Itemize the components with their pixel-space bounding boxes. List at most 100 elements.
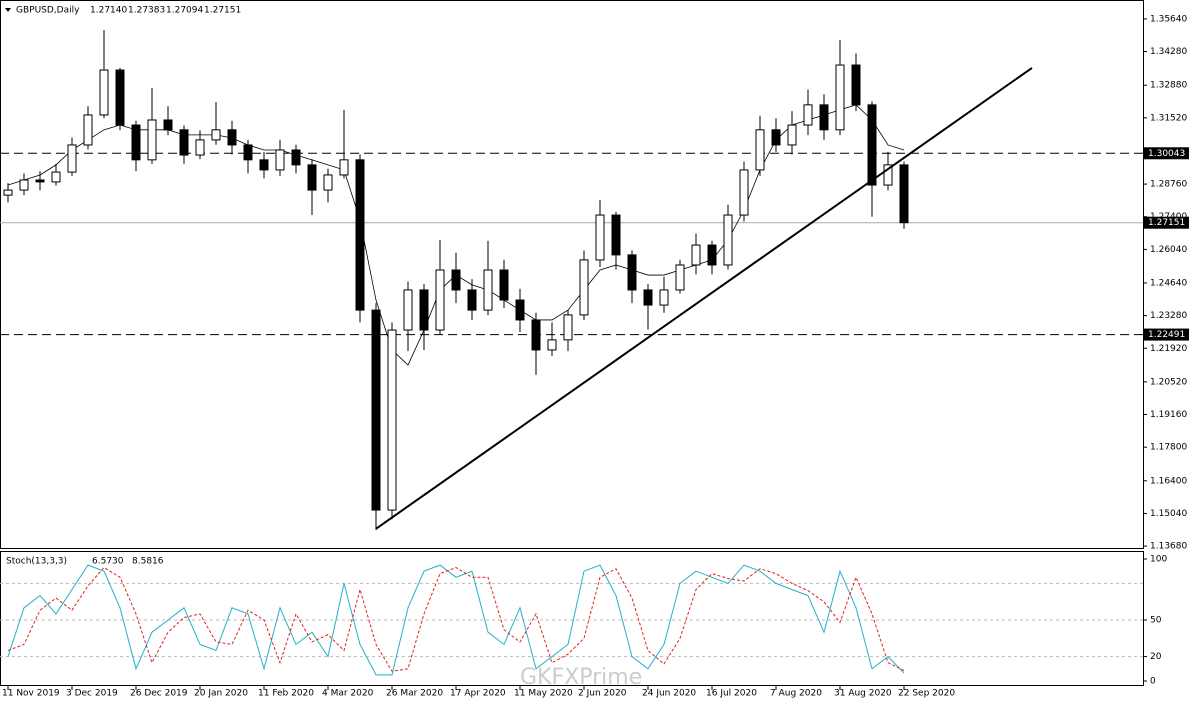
moving-average bbox=[7, 104, 905, 366]
x-tick-label: 2 Jun 2020 bbox=[578, 689, 627, 699]
candle-body bbox=[723, 214, 733, 266]
candle-body bbox=[819, 104, 829, 131]
candle-body bbox=[883, 164, 893, 186]
watermark: GKFXPrime bbox=[520, 665, 642, 690]
y-tick-label: 1.26040 bbox=[1150, 245, 1187, 255]
signal-line bbox=[7, 566, 905, 672]
y-tick-label: 100 bbox=[1150, 555, 1167, 565]
x-tick-label: 24 Jun 2020 bbox=[642, 689, 696, 699]
candle-body bbox=[739, 169, 749, 216]
candle-body bbox=[691, 244, 701, 266]
candle-body bbox=[787, 124, 797, 146]
y-tick-label: 1.32880 bbox=[1150, 81, 1187, 91]
candle-body bbox=[659, 289, 669, 306]
current-price-label: 1.27151 bbox=[1148, 218, 1185, 228]
candle-body bbox=[771, 129, 781, 146]
y-tick-label: 1.16400 bbox=[1150, 476, 1187, 486]
y-tick-label: 1.15040 bbox=[1150, 509, 1187, 519]
candle-body bbox=[291, 149, 301, 166]
candle-body bbox=[419, 289, 429, 331]
candle-body bbox=[563, 314, 573, 341]
x-tick-label: 4 Mar 2020 bbox=[322, 689, 374, 699]
level-label: 1.30043 bbox=[1148, 149, 1185, 159]
sub-frame bbox=[0, 551, 1144, 686]
header-value: 6.5730 bbox=[92, 557, 124, 567]
candle-body bbox=[211, 129, 221, 141]
y-tick-label: 20 bbox=[1150, 652, 1162, 662]
x-tick-label: 26 Mar 2020 bbox=[386, 689, 443, 699]
candle-body bbox=[179, 129, 189, 156]
y-tick-label: 50 bbox=[1150, 616, 1162, 626]
candle-body bbox=[147, 119, 157, 161]
candle-body bbox=[35, 179, 45, 183]
x-tick-label: 22 Sep 2020 bbox=[898, 689, 955, 699]
candle-body bbox=[115, 69, 125, 126]
x-tick-label: 3 Dec 2019 bbox=[66, 689, 118, 699]
candle-body bbox=[163, 119, 173, 131]
candle-body bbox=[51, 171, 61, 183]
candle-body bbox=[259, 159, 269, 171]
y-tick-label: 1.17800 bbox=[1150, 443, 1187, 453]
candle-body bbox=[99, 69, 109, 116]
candle-body bbox=[371, 309, 381, 511]
candle-body bbox=[707, 244, 717, 266]
candle-body bbox=[355, 159, 365, 311]
candle-body bbox=[451, 269, 461, 291]
candle-body bbox=[627, 254, 637, 291]
candle-body bbox=[499, 269, 509, 301]
current-price-box bbox=[1144, 216, 1189, 229]
header-value: 1.27151 bbox=[204, 6, 241, 16]
menu-arrow bbox=[5, 8, 11, 12]
level-box bbox=[1144, 147, 1189, 160]
candle-body bbox=[467, 289, 477, 311]
candle-body bbox=[675, 264, 685, 291]
y-tick-label: 1.21920 bbox=[1150, 344, 1187, 354]
y-tick-label: 0 bbox=[1150, 677, 1156, 687]
stoch-title: Stoch(13,3,3) bbox=[6, 557, 67, 567]
main-frame bbox=[0, 0, 1144, 549]
symbol-title: GBPUSD,Daily bbox=[16, 6, 80, 16]
candle-body bbox=[595, 214, 605, 261]
candle-body bbox=[803, 104, 813, 126]
x-tick-label: 11 Feb 2020 bbox=[258, 689, 314, 699]
candle-body bbox=[483, 269, 493, 311]
candle-body bbox=[387, 329, 397, 511]
x-tick-label: 16 Jul 2020 bbox=[706, 689, 757, 699]
level-label: 1.22491 bbox=[1148, 330, 1185, 340]
x-tick-label: 31 Aug 2020 bbox=[834, 689, 892, 699]
candle-body bbox=[19, 179, 29, 191]
x-tick-label: 7 Aug 2020 bbox=[770, 689, 822, 699]
header-value: 1.27140 bbox=[90, 6, 127, 16]
trendline bbox=[375, 67, 1033, 530]
y-tick-label: 1.19160 bbox=[1150, 410, 1187, 420]
candle-body bbox=[67, 144, 77, 173]
candle-body bbox=[643, 289, 653, 306]
candle-body bbox=[435, 269, 445, 331]
candle-body bbox=[243, 144, 253, 161]
y-tick-label: 1.20520 bbox=[1150, 377, 1187, 387]
header-value: 8.5816 bbox=[132, 557, 164, 567]
x-tick-label: 17 Apr 2020 bbox=[450, 689, 506, 699]
x-tick-label: 11 May 2020 bbox=[514, 689, 573, 699]
header-value: 1.27383 bbox=[128, 6, 165, 16]
level-box bbox=[1144, 328, 1189, 341]
y-tick-label: 1.13680 bbox=[1150, 542, 1187, 552]
candle-body bbox=[339, 159, 349, 176]
candle-body bbox=[403, 289, 413, 331]
candle-body bbox=[611, 214, 621, 256]
y-tick-label: 1.24640 bbox=[1150, 278, 1187, 288]
candle-body bbox=[755, 129, 765, 171]
candle-body bbox=[131, 124, 141, 161]
candle-body bbox=[83, 114, 93, 146]
y-tick-label: 1.35640 bbox=[1150, 14, 1187, 24]
header-value: 1.27094 bbox=[166, 6, 203, 16]
y-tick-label: 1.28760 bbox=[1150, 180, 1187, 190]
candle-body bbox=[547, 339, 557, 351]
candle-body bbox=[851, 64, 861, 106]
candle-body bbox=[307, 164, 317, 191]
candle-body bbox=[579, 259, 589, 316]
candle-body bbox=[531, 319, 541, 351]
candle-body bbox=[867, 104, 877, 186]
candle-body bbox=[899, 164, 909, 224]
